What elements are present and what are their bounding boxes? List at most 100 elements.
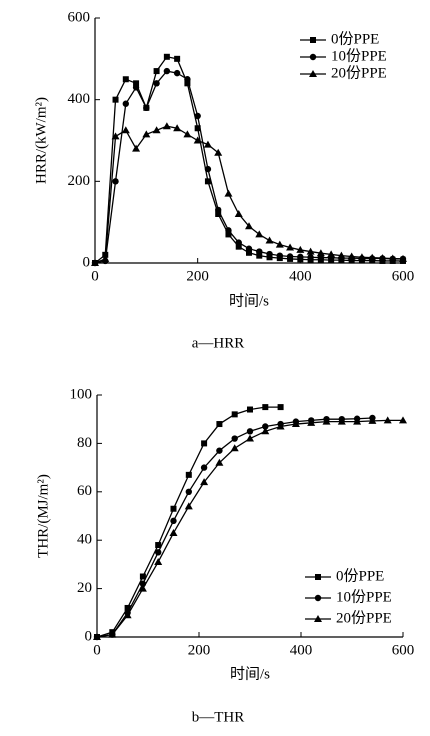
marker — [215, 458, 224, 466]
marker — [314, 615, 322, 622]
caption: a—HRR — [192, 335, 245, 351]
marker — [262, 423, 269, 430]
x-tick-label: 200 — [188, 642, 211, 658]
marker — [155, 549, 162, 556]
y-tick-label: 400 — [68, 91, 91, 107]
y-tick-label: 80 — [77, 435, 92, 451]
marker — [203, 140, 212, 148]
marker — [154, 557, 163, 565]
marker — [368, 416, 377, 424]
marker — [306, 247, 315, 255]
marker — [256, 248, 263, 255]
marker — [153, 68, 160, 75]
x-tick-label: 0 — [91, 268, 99, 284]
y-tick-label: 40 — [77, 532, 92, 548]
marker — [152, 126, 161, 134]
marker — [174, 55, 181, 62]
marker — [357, 253, 366, 261]
marker — [112, 178, 119, 185]
legend-label: 0份PPE — [331, 30, 379, 47]
y-tick-label: 20 — [77, 580, 92, 596]
marker — [231, 411, 238, 418]
marker — [225, 231, 232, 238]
marker — [286, 253, 294, 260]
marker — [173, 124, 182, 132]
x-tick-label: 0 — [93, 642, 101, 658]
marker — [347, 252, 356, 260]
marker — [169, 528, 178, 536]
marker — [255, 230, 264, 238]
marker — [185, 471, 192, 478]
marker — [315, 574, 321, 580]
marker — [307, 418, 316, 426]
marker — [266, 250, 273, 258]
marker — [170, 505, 177, 512]
marker — [261, 427, 270, 435]
marker — [322, 417, 331, 425]
legend-label: 10份PPE — [336, 588, 392, 605]
marker — [225, 227, 232, 234]
legend-label: 20份PPE — [331, 64, 387, 81]
marker — [246, 249, 252, 256]
y-tick-label: 100 — [70, 386, 93, 402]
x-tick-label: 600 — [392, 268, 415, 284]
marker — [277, 404, 284, 411]
x-tick-label: 600 — [392, 642, 415, 658]
marker — [314, 594, 322, 602]
marker — [215, 211, 222, 217]
marker — [388, 254, 397, 262]
marker — [337, 417, 346, 425]
marker — [163, 67, 171, 75]
marker — [327, 250, 336, 258]
marker — [337, 251, 346, 259]
marker — [309, 53, 317, 61]
legend-label: 10份PPE — [331, 47, 387, 64]
marker — [247, 406, 253, 413]
y-tick-label: 600 — [68, 9, 91, 25]
marker — [194, 112, 201, 120]
marker — [265, 236, 274, 244]
marker — [246, 434, 254, 442]
marker — [123, 611, 132, 619]
marker — [307, 254, 314, 261]
x-axis-label: 时间/s — [229, 292, 269, 309]
marker — [204, 165, 212, 173]
marker — [91, 259, 99, 266]
marker — [193, 136, 202, 144]
marker — [101, 254, 110, 262]
marker — [200, 464, 208, 471]
marker — [122, 100, 129, 107]
marker — [162, 122, 171, 130]
marker — [153, 80, 160, 87]
marker — [291, 420, 300, 428]
series-line — [96, 406, 281, 638]
marker — [200, 478, 209, 486]
x-axis-label: 时间/s — [230, 665, 270, 682]
marker — [316, 249, 325, 257]
marker — [246, 428, 254, 435]
marker — [276, 422, 285, 430]
marker — [266, 254, 273, 261]
series-line — [94, 56, 403, 264]
marker — [378, 254, 387, 262]
marker — [184, 76, 191, 83]
marker — [183, 130, 192, 138]
x-tick-label: 400 — [290, 642, 313, 658]
marker — [310, 37, 316, 43]
y-tick-label: 0 — [85, 628, 93, 644]
marker — [231, 435, 238, 442]
marker — [276, 252, 283, 259]
marker — [216, 447, 223, 454]
marker — [224, 189, 233, 197]
marker — [256, 252, 263, 259]
marker — [108, 630, 117, 638]
y-axis-label: THR/(MJ/m²) — [35, 474, 51, 558]
legend-label: 0份PPE — [336, 567, 384, 584]
marker — [184, 502, 193, 510]
series-line — [94, 125, 404, 264]
caption: b—THR — [192, 709, 245, 725]
marker — [201, 440, 208, 447]
marker — [112, 96, 119, 103]
series-line — [94, 70, 403, 264]
